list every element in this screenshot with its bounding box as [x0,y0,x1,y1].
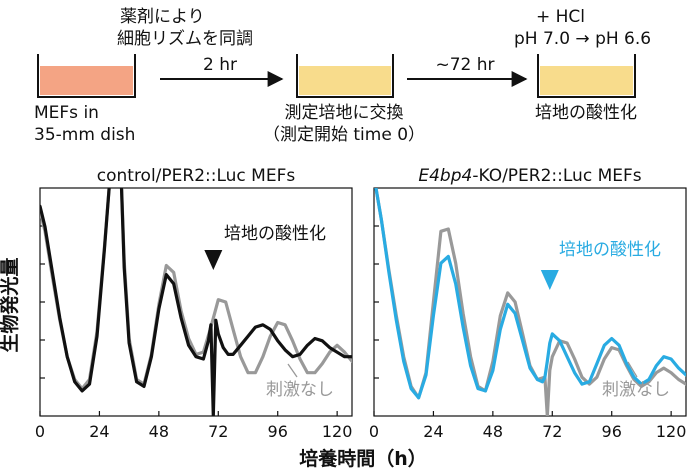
step3-note-line2: pH 7.0 → pH 6.6 [514,29,651,49]
dish-1-outline [37,54,136,98]
step1-note-line1: 薬剤により [120,7,205,27]
chart-e4bp4-annotation: 培地の酸性化 [540,240,661,290]
dish-3-outline [537,54,636,98]
chart-control: control/PER2::Luc MEFs 0 24 48 72 96 120 培地の酸… [35,166,353,441]
x-axis-title: 培養時間（h） [299,447,427,470]
series-line-acidified [40,188,352,416]
chart-control-annotation-label: 培地の酸性化 [224,224,326,244]
y-axis-title: 生物発光量 [0,257,21,352]
chart-e4bp4-legend-leader [627,361,638,378]
chart-control-title: control/PER2::Luc MEFs [97,166,296,186]
x-tick-label: 120 [656,422,687,441]
x-tick-label: 48 [483,422,503,441]
chart-e4bp4-x-axis: 0 24 48 72 96 120 [369,411,687,441]
chart-control-y-axis [40,225,45,379]
chart-e4bp4-annotation-marker [540,270,559,290]
x-tick-label: 120 [322,422,353,441]
x-tick-label: 72 [542,422,562,441]
chart-control-annotation-marker [204,250,223,270]
chart-control-series [40,188,352,416]
x-tick-label: 48 [149,422,169,441]
dish-3-medium [540,66,633,95]
dish-1-label-line2: 35-mm dish [34,125,135,145]
dish-1-medium [40,66,133,95]
step3-note-line1: + HCl [536,7,585,27]
x-tick-label: 96 [268,422,288,441]
protocol-schematic: 薬剤により 細胞リズムを同調 MEFs in 35-mm dish 2 hr 測… [34,7,651,145]
x-tick-label: 0 [369,422,379,441]
chart-e4bp4: E4bp4-KO/PER2::Luc MEFs 0 24 48 72 96 120 培地の… [369,166,687,441]
chart-control-annotation: 培地の酸性化 [204,224,326,270]
dish-1 [37,54,136,98]
chart-e4bp4-annotation-label: 培地の酸性化 [559,240,661,260]
chart-e4bp4-title: E4bp4-KO/PER2::Luc MEFs [418,166,641,186]
arrow-1-label: 2 hr [203,55,237,75]
chart-e4bp4-title-italic: E4bp4 [418,166,472,186]
x-tick-label: 24 [423,422,443,441]
dish-2-label-line1: 測定培地に交換 [285,103,404,123]
chart-e4bp4-series [374,188,686,416]
dish-1-label-line1: MEFs in [34,103,99,123]
chart-control-x-axis: 0 24 48 72 96 120 [35,411,353,441]
chart-e4bp4-title-rest: -KO/PER2::Luc MEFs [472,166,641,186]
chart-control-legend-leader [287,363,298,378]
arrow-2-label: ~72 hr [435,55,494,75]
dish-2-outline [296,54,394,98]
step1-note-line2: 細胞リズムを同調 [117,29,253,49]
series-line-acidified [374,188,686,400]
dish-3-label: 培地の酸性化 [535,103,637,123]
chart-control-legend-label: 刺激なし [266,380,334,400]
dish-2-medium [299,66,391,95]
chart-e4bp4-y-axis [374,225,379,379]
dish-3 [537,54,636,98]
chart-e4bp4-legend-label: 刺激なし [602,380,670,400]
dish-2-label-line2: （測定開始 time 0） [263,125,425,145]
x-tick-label: 72 [208,422,228,441]
x-tick-label: 24 [89,422,109,441]
dish-2 [296,54,394,98]
x-tick-label: 0 [35,422,45,441]
x-tick-label: 96 [602,422,622,441]
